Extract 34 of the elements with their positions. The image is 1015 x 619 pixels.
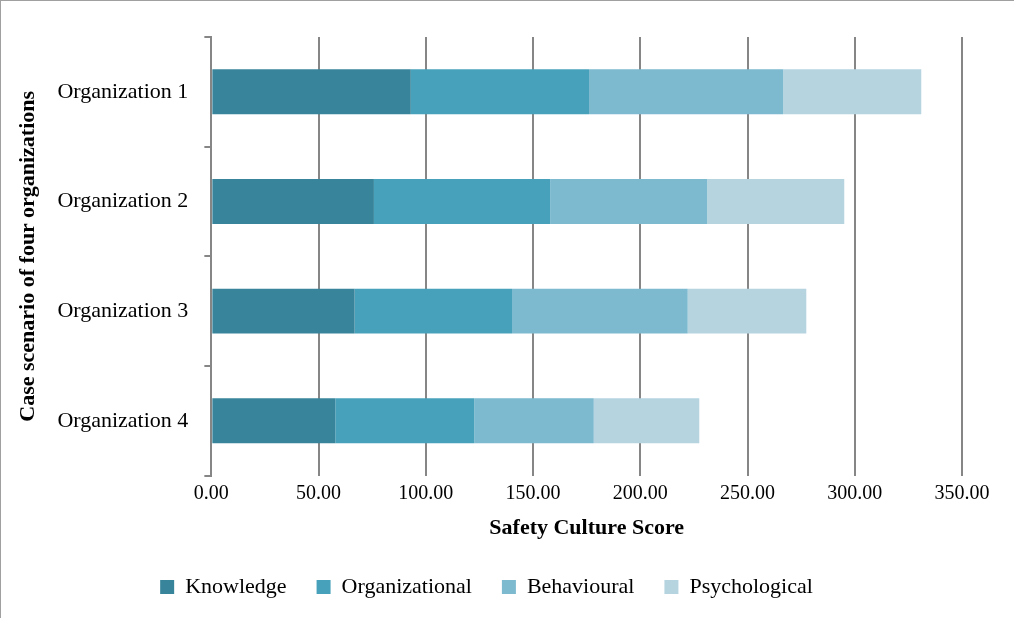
y-tick-label: Organization 1 — [57, 77, 189, 103]
bar — [550, 179, 708, 224]
x-axis-title: Safety Culture Score — [489, 514, 685, 540]
y-tick-label: Organization 3 — [57, 296, 189, 322]
y-axis-title: Case scenario of four organizations — [13, 90, 39, 422]
bar — [593, 398, 700, 444]
y-tick-label: Organization 2 — [57, 187, 189, 213]
bar — [687, 288, 807, 334]
legend-label: Psychological — [689, 572, 813, 598]
x-tick-label: 0.00 — [193, 480, 229, 503]
bar — [512, 288, 688, 334]
bar — [212, 179, 374, 224]
bar — [474, 398, 594, 444]
bar — [212, 69, 411, 115]
legend-label: Behavioural — [526, 572, 635, 598]
bar — [212, 398, 336, 444]
bar — [212, 288, 355, 334]
x-tick-label: 350.00 — [934, 480, 990, 503]
legend-label: Knowledge — [185, 572, 287, 598]
bar — [707, 179, 845, 224]
legend-label: Organizational — [341, 572, 472, 598]
bar — [783, 69, 922, 115]
x-tick-label: 200.00 — [612, 480, 668, 503]
bar — [589, 69, 784, 115]
x-tick-label: 100.00 — [398, 480, 454, 503]
bar — [335, 398, 475, 444]
x-tick-label: 50.00 — [296, 480, 342, 503]
bar — [354, 288, 513, 334]
bar — [410, 69, 590, 115]
x-tick-label: 250.00 — [720, 480, 776, 503]
y-tick-label: Organization 4 — [57, 406, 189, 432]
x-tick-label: 150.00 — [505, 480, 561, 503]
x-tick-label: 300.00 — [827, 480, 883, 503]
bar — [373, 179, 551, 224]
